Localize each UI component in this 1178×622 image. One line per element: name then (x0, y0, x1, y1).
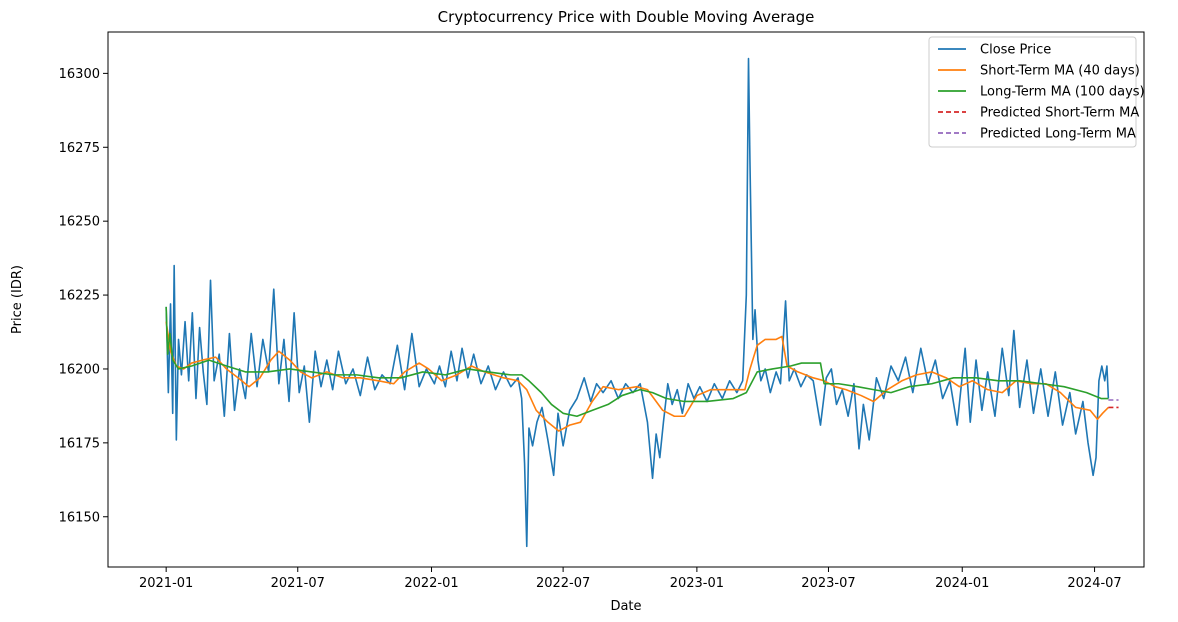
legend-label-2: Long-Term MA (100 days) (980, 85, 1145, 100)
plot-area (107, 31, 1145, 568)
x-axis-title: Date (610, 599, 641, 614)
y-tick-label: 16150 (59, 510, 100, 525)
series-layer (165, 57, 1119, 548)
legend: Close Price Short-Term MA (40 days) Long-T… (928, 36, 1145, 148)
legend-label-1: Short-Term MA (40 days) (980, 64, 1140, 79)
series-line-2 (165, 306, 1109, 418)
y-axis: 16150 16175 16200 16225 16250 16275 16300 (59, 67, 108, 525)
series-line-1 (165, 321, 1109, 432)
x-tick-label: 2022-07 (536, 576, 590, 591)
plot-frame (107, 31, 1145, 568)
x-tick-label: 2022-01 (404, 576, 458, 591)
x-tick-label: 2021-07 (271, 576, 325, 591)
x-tick-label: 2024-01 (935, 576, 989, 591)
legend-frame (928, 36, 1137, 148)
x-tick-label: 2024-07 (1067, 576, 1121, 591)
y-axis-title: Price (IDR) (10, 265, 25, 334)
x-tick-label: 2023-07 (801, 576, 855, 591)
y-tick-label: 16275 (59, 141, 100, 156)
x-axis: 2021-01 2021-07 2022-01 2022-07 2023-01 2023-… (139, 567, 1122, 591)
legend-items: Close Price Short-Term MA (40 days) Long-T… (938, 43, 1145, 142)
chart-title: Cryptocurrency Price with Double Moving … (438, 8, 815, 26)
y-tick-label: 16200 (59, 362, 100, 377)
legend-label-3: Predicted Short-Term MA (980, 106, 1139, 121)
y-tick-label: 16250 (59, 215, 100, 230)
y-tick-label: 16300 (59, 67, 100, 82)
y-tick-label: 16225 (59, 289, 100, 304)
legend-label-0: Close Price (980, 43, 1051, 58)
x-tick-label: 2021-01 (139, 576, 193, 591)
x-tick-label: 2023-01 (670, 576, 724, 591)
legend-label-4: Predicted Long-Term MA (980, 127, 1136, 142)
y-tick-label: 16175 (59, 436, 100, 451)
